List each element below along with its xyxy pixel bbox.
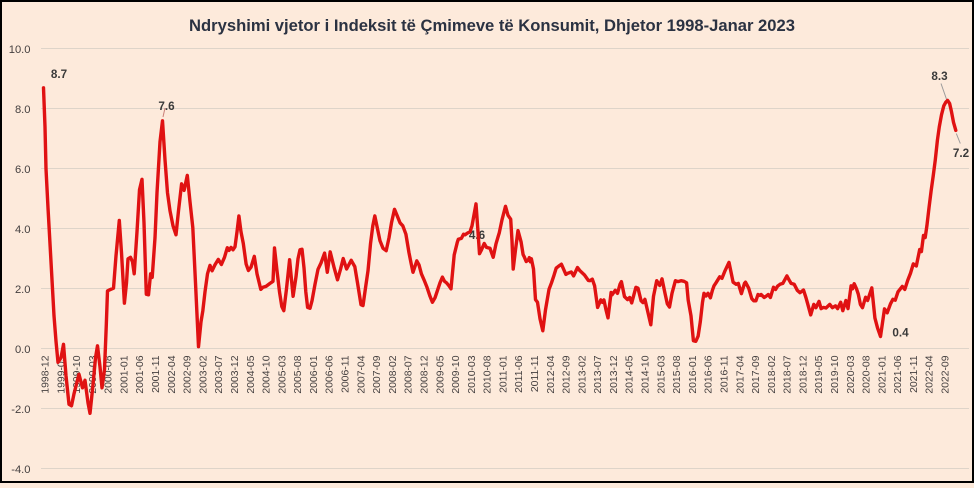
svg-text:2002-09: 2002-09 [183,355,194,393]
svg-text:2013-02: 2013-02 [577,355,588,393]
svg-text:-2.0: -2.0 [11,404,30,416]
svg-text:2017-09: 2017-09 [751,355,762,393]
svg-text:8.0: 8.0 [15,104,31,116]
svg-text:2003-12: 2003-12 [230,355,241,393]
svg-text:2001-01: 2001-01 [119,355,130,393]
svg-text:2009-05: 2009-05 [435,355,446,393]
svg-text:2021-01: 2021-01 [877,355,888,393]
svg-text:7.2: 7.2 [953,147,970,160]
svg-text:2007-09: 2007-09 [372,355,383,393]
svg-text:2008-02: 2008-02 [388,355,399,393]
svg-text:2018-07: 2018-07 [783,355,794,393]
svg-text:2011-06: 2011-06 [514,355,525,393]
svg-text:2010-08: 2010-08 [483,355,494,393]
svg-text:2011-01: 2011-01 [498,355,509,393]
svg-text:2016-06: 2016-06 [704,355,715,393]
svg-text:2014-10: 2014-10 [641,355,652,393]
svg-text:2005-03: 2005-03 [277,355,288,393]
svg-text:2004-10: 2004-10 [262,355,273,393]
svg-text:0.4: 0.4 [892,327,909,340]
svg-text:4.0: 4.0 [15,224,31,236]
svg-text:1999-05: 1999-05 [56,355,67,393]
svg-text:6.0: 6.0 [15,164,31,176]
svg-text:2014-05: 2014-05 [625,355,636,393]
svg-text:7.6: 7.6 [158,100,175,113]
svg-text:2004-05: 2004-05 [246,355,257,393]
svg-text:2012-04: 2012-04 [546,355,557,393]
svg-text:2012-09: 2012-09 [562,355,573,393]
svg-text:2001-11: 2001-11 [151,355,162,393]
svg-text:2013-12: 2013-12 [609,355,620,393]
svg-text:2000-08: 2000-08 [104,355,115,393]
svg-text:2018-12: 2018-12 [798,355,809,393]
svg-text:2019-10: 2019-10 [830,355,841,393]
svg-text:2003-02: 2003-02 [198,355,209,393]
svg-text:2015-08: 2015-08 [672,355,683,393]
svg-text:2002-04: 2002-04 [167,355,178,393]
svg-text:-4.0: -4.0 [11,464,30,476]
svg-text:2003-07: 2003-07 [214,355,225,393]
svg-text:2010-03: 2010-03 [467,355,478,393]
svg-text:10.0: 10.0 [9,44,31,56]
svg-text:2008-07: 2008-07 [404,355,415,393]
svg-text:2007-04: 2007-04 [356,355,367,393]
svg-text:2008-12: 2008-12 [419,355,430,393]
svg-text:Ndryshimi vjetor i Indeksit të: Ndryshimi vjetor i Indeksit të Çmimeve t… [189,16,795,35]
svg-text:2021-11: 2021-11 [909,355,920,393]
svg-text:2006-06: 2006-06 [325,355,336,393]
svg-text:2022-04: 2022-04 [925,355,936,393]
svg-text:2006-11: 2006-11 [341,355,352,393]
svg-text:2022-09: 2022-09 [941,355,952,393]
svg-text:2017-04: 2017-04 [735,355,746,393]
svg-text:2001-06: 2001-06 [135,355,146,393]
svg-text:2006-01: 2006-01 [309,355,320,393]
svg-text:0.0: 0.0 [15,344,31,356]
svg-text:2005-08: 2005-08 [293,355,304,393]
svg-text:2020-08: 2020-08 [862,355,873,393]
svg-text:2018-02: 2018-02 [767,355,778,393]
svg-text:8.7: 8.7 [51,68,67,81]
svg-text:2016-01: 2016-01 [688,355,699,393]
svg-text:2021-06: 2021-06 [893,355,904,393]
svg-text:2009-10: 2009-10 [451,355,462,393]
svg-text:2020-03: 2020-03 [846,355,857,393]
svg-text:2011-11: 2011-11 [530,355,541,392]
svg-text:8.3: 8.3 [931,70,948,83]
svg-text:1998-12: 1998-12 [41,355,52,393]
svg-text:2013-07: 2013-07 [593,355,604,393]
svg-text:2016-11: 2016-11 [719,355,730,393]
svg-text:2.0: 2.0 [15,284,31,296]
svg-text:2015-03: 2015-03 [656,355,667,393]
svg-text:2019-05: 2019-05 [814,355,825,393]
